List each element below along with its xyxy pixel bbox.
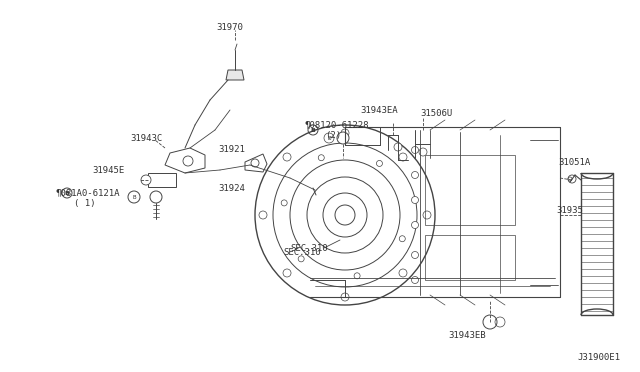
Text: J31900E1: J31900E1	[577, 353, 620, 362]
Circle shape	[283, 269, 291, 277]
Circle shape	[259, 211, 267, 219]
Circle shape	[483, 315, 497, 329]
Circle shape	[376, 160, 383, 166]
Text: 31970: 31970	[216, 22, 243, 32]
Text: 31506U: 31506U	[420, 109, 452, 118]
Circle shape	[281, 200, 287, 206]
Bar	[425, 235, 515, 280]
Circle shape	[399, 236, 405, 242]
Circle shape	[412, 171, 419, 179]
Text: SEC.310: SEC.310	[283, 247, 321, 257]
Text: ¶08120-61228: ¶08120-61228	[305, 121, 369, 129]
Circle shape	[150, 191, 162, 203]
Text: (2): (2)	[325, 131, 341, 140]
Circle shape	[412, 221, 419, 228]
Text: 31943EB: 31943EB	[448, 330, 486, 340]
Circle shape	[419, 148, 427, 156]
Text: 31943C: 31943C	[130, 134, 163, 142]
Text: 31943EA: 31943EA	[360, 106, 397, 115]
Text: 31935: 31935	[556, 205, 583, 215]
Circle shape	[399, 153, 407, 161]
Text: B: B	[132, 195, 136, 199]
Text: ( 1): ( 1)	[74, 199, 95, 208]
Circle shape	[283, 153, 291, 161]
Circle shape	[412, 196, 419, 203]
Circle shape	[412, 251, 419, 259]
Circle shape	[399, 269, 407, 277]
Circle shape	[341, 129, 349, 137]
Circle shape	[568, 175, 576, 183]
Circle shape	[141, 175, 151, 185]
Circle shape	[341, 293, 349, 301]
Bar	[148, 173, 176, 187]
Text: 31921: 31921	[218, 144, 245, 154]
Text: B: B	[310, 128, 316, 132]
Circle shape	[394, 143, 402, 151]
Text: 31051A: 31051A	[558, 157, 590, 167]
Circle shape	[183, 156, 193, 166]
Circle shape	[412, 276, 419, 283]
Text: B: B	[327, 135, 331, 141]
Circle shape	[354, 273, 360, 279]
Circle shape	[251, 159, 259, 167]
Bar	[425, 155, 515, 225]
Text: ¶081A0-6121A: ¶081A0-6121A	[55, 189, 120, 198]
Polygon shape	[226, 70, 244, 80]
Circle shape	[298, 256, 304, 262]
Text: SEC.310: SEC.310	[290, 244, 328, 253]
Circle shape	[423, 211, 431, 219]
Circle shape	[412, 147, 419, 154]
Circle shape	[337, 132, 349, 144]
Circle shape	[318, 155, 324, 161]
Text: 31924: 31924	[218, 183, 245, 192]
Text: 31945E: 31945E	[92, 166, 124, 174]
Text: B: B	[65, 190, 69, 196]
